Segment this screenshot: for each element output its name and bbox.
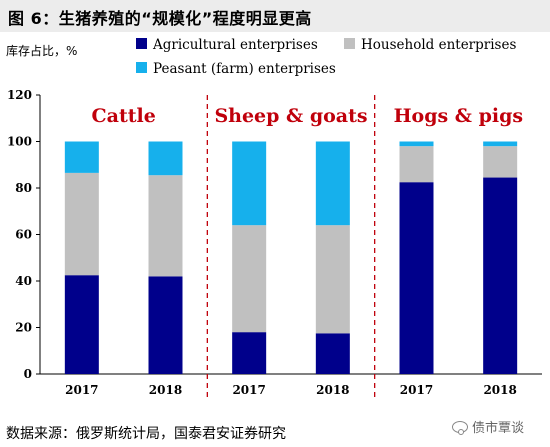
bar-segment: [399, 182, 434, 374]
legend-swatch: [136, 38, 147, 49]
bar-segment: [315, 225, 350, 334]
legend-label: Household enterprises: [361, 37, 516, 53]
bar-segment: [315, 333, 350, 374]
y-tick-label: 60: [15, 228, 32, 242]
bar-segment: [399, 141, 434, 147]
y-tick-label: 20: [15, 321, 32, 335]
y-tick-label: 100: [7, 135, 32, 149]
bar-segment: [483, 141, 518, 147]
legend-label: Agricultural enterprises: [152, 37, 318, 53]
source-note: 数据来源：俄罗斯统计局，国泰君安证券研究: [6, 426, 286, 442]
watermark-text: 债市覃谈: [472, 421, 525, 436]
category-labels: 2017 2018 2017 2018 2017 2018 Cattle Sheep & go…: [65, 105, 523, 397]
stacked-bar-chart: Agricultural enterprises Household enterp…: [6, 37, 542, 398]
title-bar: 图 6：生猪养殖的“规模化”程度明显更高: [0, 0, 550, 34]
legend: Agricultural enterprises Household enterp…: [136, 37, 516, 77]
bar-segment: [232, 225, 267, 333]
x-tick-label: 2018: [316, 383, 349, 397]
group-label: Hogs & pigs: [394, 105, 523, 127]
bar-segment: [483, 177, 518, 374]
legend-label: Peasant (farm) enterprises: [153, 61, 336, 77]
x-tick-label: 2018: [149, 383, 182, 397]
bar-segment: [148, 141, 183, 176]
group-label: Sheep & goats: [214, 105, 367, 127]
bar-segment: [64, 275, 99, 374]
x-tick-label: 2017: [400, 383, 433, 397]
bar-segment: [399, 146, 434, 183]
y-tick-label: 0: [24, 367, 32, 381]
bar-segment: [64, 172, 99, 276]
bar-segment: [483, 146, 518, 178]
legend-swatch: [136, 62, 147, 73]
x-tick-label: 2017: [232, 383, 265, 397]
y-tick-label: 80: [15, 181, 32, 195]
bar-segment: [64, 141, 99, 173]
y-axis-label: 库存占比，%: [6, 43, 77, 58]
bars: [64, 141, 518, 374]
bar-segment: [148, 276, 183, 374]
y-tick-label: 120: [7, 88, 32, 102]
bar-segment: [232, 141, 267, 226]
bar-segment: [315, 141, 350, 226]
watermark: 债市覃谈: [452, 417, 524, 436]
bar-segment: [232, 332, 267, 374]
x-tick-label: 2017: [65, 383, 98, 397]
y-tick-label: 40: [15, 274, 32, 288]
bar-segment: [148, 175, 183, 277]
legend-swatch: [344, 38, 355, 49]
group-label: Cattle: [92, 105, 156, 127]
axes: 库存占比，% 0 20 40 60 80 100 120: [6, 43, 542, 398]
figure-title: 图 6：生猪养殖的“规模化”程度明显更高: [8, 9, 312, 28]
chat-bubble-icon: [452, 420, 468, 435]
x-tick-label: 2018: [483, 383, 516, 397]
